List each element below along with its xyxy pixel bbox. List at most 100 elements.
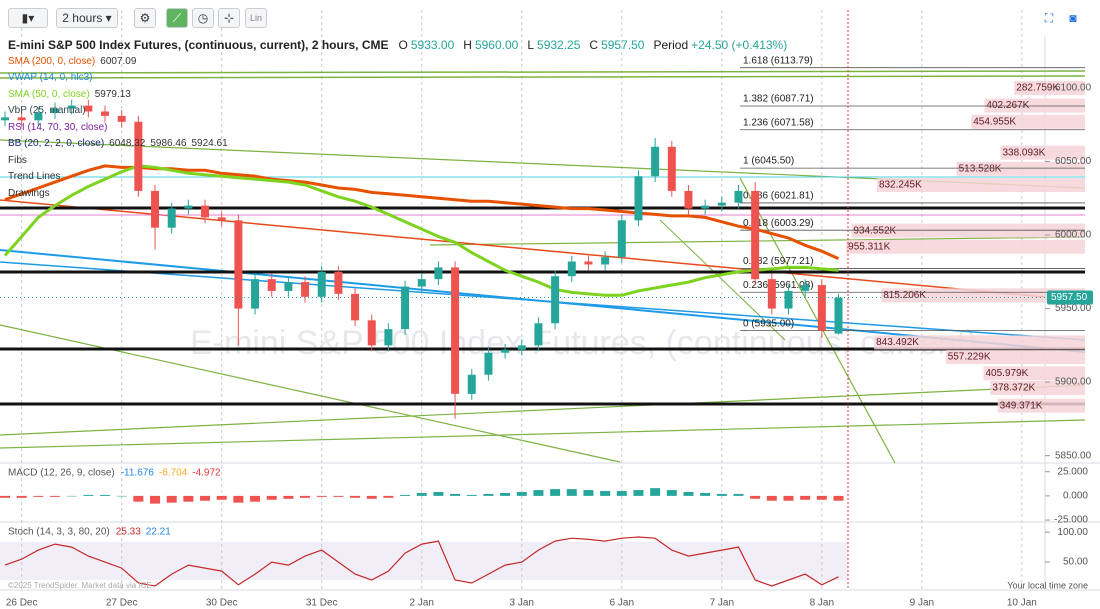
legend-value: 6048.32 xyxy=(109,138,146,149)
candle-body xyxy=(601,257,610,265)
macd-bar xyxy=(250,495,261,502)
legend-row: Trend Lines xyxy=(8,169,796,186)
legend-name: RSI (14, 70, 30, close) xyxy=(8,121,108,133)
x-tick-label: 7 Jan xyxy=(710,598,734,609)
macd-bar xyxy=(816,495,827,500)
volume-label: 378.372K xyxy=(992,383,1035,394)
volume-label: 557.229K xyxy=(948,352,991,363)
legend-row: VWAP (14, 0, hlc3) xyxy=(8,70,796,87)
macd-bar xyxy=(666,490,677,496)
volume-bar xyxy=(990,380,1085,395)
y-tick-label: 6000.00 xyxy=(1055,230,1092,241)
interval-select[interactable]: 2 hours ▾ xyxy=(56,8,118,28)
snapshot-button[interactable]: ◙ xyxy=(1069,11,1077,25)
macd-bar xyxy=(366,495,377,499)
volume-label: 405.979K xyxy=(986,368,1029,379)
macd-bar xyxy=(650,488,661,496)
scale-text: Lin xyxy=(249,13,262,23)
scale-button[interactable]: Lin xyxy=(245,8,267,28)
candle-body xyxy=(484,352,493,375)
x-tick-label: 9 Jan xyxy=(910,598,934,609)
candle-body xyxy=(751,190,760,280)
y-tick-label: 100.00 xyxy=(1057,527,1088,538)
x-tick-label: 2 Jan xyxy=(410,598,434,609)
chart-title: E-mini S&P 500 Index Futures, (continuou… xyxy=(8,38,389,52)
settings-button[interactable]: ⚙ xyxy=(134,8,156,28)
ohlc-key: O xyxy=(398,38,408,52)
macd-bar xyxy=(116,495,127,497)
y-tick-label: 5950.00 xyxy=(1055,303,1092,314)
y-tick-label: 5850.00 xyxy=(1055,450,1092,461)
macd-bar xyxy=(266,495,277,500)
ohlc-key: L xyxy=(527,38,535,52)
drawings xyxy=(0,70,1086,464)
volume-label: 832.245K xyxy=(879,180,922,191)
candle-body xyxy=(667,146,676,191)
stoch-line xyxy=(4,536,839,587)
candle-body xyxy=(417,279,426,287)
legend-row: RSI (14, 70, 30, close) xyxy=(8,120,796,137)
interval-text: 2 hours xyxy=(62,11,103,25)
volume-label: 454.955K xyxy=(973,116,1016,127)
fib-label: 0.618 (6003.29) xyxy=(743,218,814,229)
x-tick-label: 8 Jan xyxy=(810,598,834,609)
chart-type-button[interactable]: ▮▾ xyxy=(8,8,48,28)
fib-label: 1.382 (6087.71) xyxy=(743,94,814,105)
candle-body xyxy=(201,205,210,218)
macd-bar xyxy=(300,495,311,498)
legend-name: BB (20, 2, 2, 0, close) xyxy=(8,138,105,149)
macd-bar xyxy=(683,492,694,496)
last-price-tag xyxy=(1047,290,1093,305)
macd-bar xyxy=(583,490,594,496)
macd-bar xyxy=(800,495,811,500)
stoch-band xyxy=(0,542,848,580)
volume-bar xyxy=(983,366,1085,381)
candle-body xyxy=(517,345,526,350)
volume-bar xyxy=(984,98,1085,113)
fib-label: 1 (6045.50) xyxy=(743,156,794,167)
candle-body xyxy=(534,323,543,346)
volume-bar xyxy=(997,398,1085,413)
candle-body xyxy=(234,220,243,309)
legend-name: SMA (200, 0, close) xyxy=(8,55,96,67)
candle-body xyxy=(567,261,576,277)
legend-row: Drawings xyxy=(8,186,796,203)
macd-bar xyxy=(400,494,411,496)
volume-bar xyxy=(945,350,1085,365)
macd-bar xyxy=(483,493,494,496)
candle-body xyxy=(451,267,460,394)
panel-title: MACD (12, 26, 9, close) xyxy=(8,468,115,479)
candle-body xyxy=(684,190,693,209)
panel-value: 22.21 xyxy=(146,527,171,538)
macd-bar xyxy=(383,495,394,498)
macd-bar xyxy=(233,495,244,503)
candle-body xyxy=(334,271,343,294)
legend-row: SMA (50, 0, close) 5979.13 xyxy=(8,87,796,104)
fullscreen-button[interactable]: ⛶ xyxy=(1044,10,1054,25)
clock-button[interactable]: ◷ xyxy=(192,8,214,28)
volume-label: 955.311K xyxy=(848,241,890,252)
candle-body xyxy=(834,297,843,334)
fib-label: 1.236 (6071.58) xyxy=(743,117,814,128)
volume-bar xyxy=(874,335,1085,350)
volume-bar xyxy=(851,223,1085,238)
macd-bar xyxy=(416,492,427,496)
candle-body xyxy=(717,202,726,206)
candle-body xyxy=(501,349,510,353)
fib-label: 0.236 (5961.08) xyxy=(743,280,814,291)
volume-label: 338.093K xyxy=(1002,147,1045,158)
macd-bar xyxy=(633,490,644,496)
panel-value: -11.676 xyxy=(121,468,155,479)
volume-label: 513.528K xyxy=(959,163,1002,174)
crosshair-button[interactable]: ⊹ xyxy=(218,8,240,28)
indicator-button[interactable]: ⟋ xyxy=(166,8,188,28)
period-label: Period xyxy=(653,38,689,52)
candle-body xyxy=(551,276,560,324)
candle-body xyxy=(134,121,143,191)
macd-bar xyxy=(100,494,111,496)
legend: E-mini S&P 500 Index Futures, (continuou… xyxy=(8,37,796,202)
ohlc-value: 5932.25 xyxy=(537,38,581,52)
fib-label: 0.382 (5977.21) xyxy=(743,256,814,267)
macd-bar xyxy=(283,495,294,499)
